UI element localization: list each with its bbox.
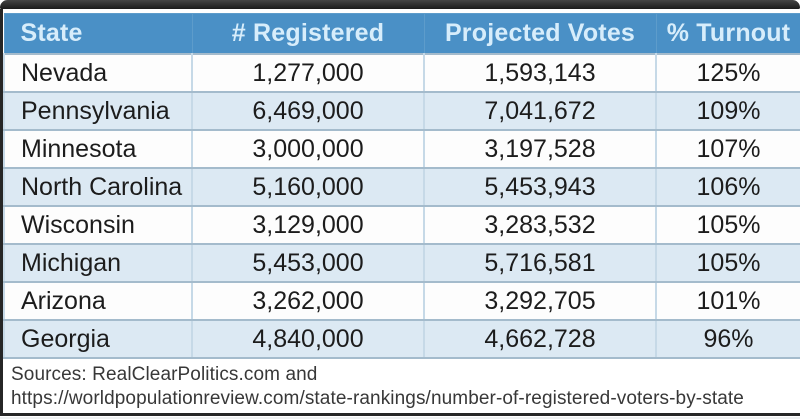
cell-registered: 3,129,000 bbox=[191, 205, 425, 245]
cell-projected-votes: 3,197,528 bbox=[423, 129, 657, 169]
table-row: Pennsylvania 6,469,000 7,041,672 109% bbox=[3, 91, 800, 131]
cell-projected-votes: 3,283,532 bbox=[423, 205, 657, 245]
cell-turnout: 105% bbox=[655, 243, 800, 283]
table-row: Wisconsin 3,129,000 3,283,532 105% bbox=[3, 205, 800, 245]
cell-turnout: 101% bbox=[655, 281, 800, 321]
cell-registered: 1,277,000 bbox=[191, 53, 425, 93]
cell-registered: 3,262,000 bbox=[191, 281, 425, 321]
cell-projected-votes: 5,716,581 bbox=[423, 243, 657, 283]
cell-state: North Carolina bbox=[3, 167, 193, 207]
cell-turnout: 109% bbox=[655, 91, 800, 131]
cell-projected-votes: 7,041,672 bbox=[423, 91, 657, 131]
col-header-turnout: % Turnout bbox=[655, 13, 800, 55]
cell-projected-votes: 1,593,143 bbox=[423, 53, 657, 93]
cell-registered: 5,160,000 bbox=[191, 167, 425, 207]
cell-turnout: 96% bbox=[655, 319, 800, 359]
page-background-strip bbox=[0, 416, 800, 419]
cell-state: Georgia bbox=[3, 319, 193, 359]
col-header-projected-votes: Projected Votes bbox=[423, 13, 657, 55]
frame-bottom-edge bbox=[0, 413, 800, 416]
sources-note: Sources: RealClearPolitics.com and https… bbox=[3, 359, 800, 413]
cell-state: Michigan bbox=[3, 243, 193, 283]
col-header-registered: # Registered bbox=[191, 13, 425, 55]
table-card-body: State # Registered Projected Votes % Tur… bbox=[0, 9, 800, 413]
frame-top-edge bbox=[0, 0, 800, 9]
cell-state: Minnesota bbox=[3, 129, 193, 169]
cell-projected-votes: 5,453,943 bbox=[423, 167, 657, 207]
cell-state: Pennsylvania bbox=[3, 91, 193, 131]
table-row: Michigan 5,453,000 5,716,581 105% bbox=[3, 243, 800, 283]
header-row: State # Registered Projected Votes % Tur… bbox=[3, 13, 800, 55]
cell-registered: 3,000,000 bbox=[191, 129, 425, 169]
cell-turnout: 107% bbox=[655, 129, 800, 169]
cell-turnout: 106% bbox=[655, 167, 800, 207]
cell-projected-votes: 4,662,728 bbox=[423, 319, 657, 359]
table-row: North Carolina 5,160,000 5,453,943 106% bbox=[3, 167, 800, 207]
cell-state: Nevada bbox=[3, 53, 193, 93]
voter-turnout-table: State # Registered Projected Votes % Tur… bbox=[3, 13, 800, 359]
table-row: Minnesota 3,000,000 3,197,528 107% bbox=[3, 129, 800, 169]
cell-registered: 5,453,000 bbox=[191, 243, 425, 283]
cell-turnout: 105% bbox=[655, 205, 800, 245]
col-header-state: State bbox=[3, 13, 193, 55]
cell-turnout: 125% bbox=[655, 53, 800, 93]
sources-line-1: Sources: RealClearPolitics.com and bbox=[11, 364, 318, 385]
table-row: Arizona 3,262,000 3,292,705 101% bbox=[3, 281, 800, 321]
table-row: Nevada 1,277,000 1,593,143 125% bbox=[3, 53, 800, 93]
cell-registered: 6,469,000 bbox=[191, 91, 425, 131]
table-row: Georgia 4,840,000 4,662,728 96% bbox=[3, 319, 800, 359]
sources-line-2: https://worldpopulationreview.com/state-… bbox=[11, 388, 744, 409]
cell-state: Arizona bbox=[3, 281, 193, 321]
cell-state: Wisconsin bbox=[3, 205, 193, 245]
cell-projected-votes: 3,292,705 bbox=[423, 281, 657, 321]
cell-registered: 4,840,000 bbox=[191, 319, 425, 359]
